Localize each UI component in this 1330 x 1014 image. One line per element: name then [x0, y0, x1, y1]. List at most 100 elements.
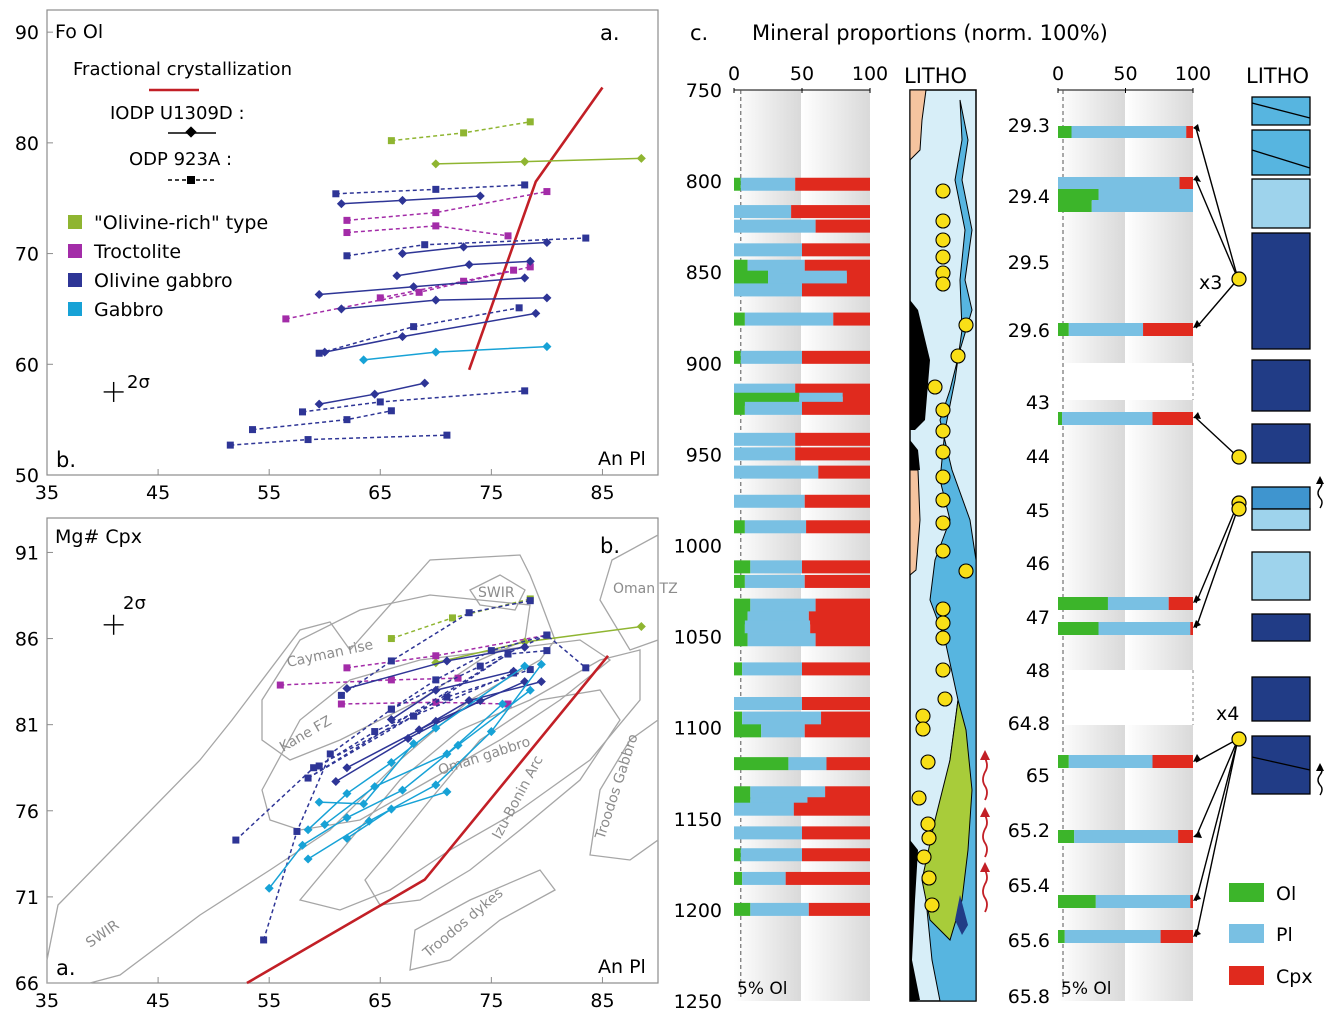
mg-fractional-crystallization-line [246, 654, 610, 985]
mg-square-marker [293, 827, 301, 835]
c-right-bar-pl [1058, 177, 1180, 189]
mg-square-marker [232, 836, 240, 844]
litho-grain-marker [935, 232, 951, 248]
mg-square-marker [387, 676, 395, 684]
legend-odp-square-marker [187, 176, 195, 184]
mg-square-marker [432, 652, 440, 660]
c-left-bar-pl [734, 447, 796, 461]
c-left-bar-pl [734, 243, 802, 257]
fo-square-marker [249, 426, 257, 434]
c-left-bar-ol [734, 724, 762, 738]
fo-y-tick-label: 50 [15, 465, 39, 487]
c-left-bar-pl [788, 757, 827, 771]
c-right-bar-ol [1058, 755, 1069, 768]
mg-x-tick-label: 65 [368, 990, 392, 1012]
c-left-bar-pl [734, 432, 796, 446]
mg-square-marker [432, 676, 440, 684]
mg-square-marker [276, 681, 284, 689]
litho-grain-marker [935, 183, 951, 199]
fo-series-line [335, 184, 525, 195]
c-right-bar-pl [1098, 622, 1191, 635]
c-left-bar-pl [744, 620, 811, 634]
mg-diamond-marker [520, 661, 530, 671]
mg-square-marker [582, 664, 590, 672]
fo-diamond-marker [542, 342, 552, 352]
c-right-y-tick-label: 65.4 [1008, 875, 1050, 897]
c-left-y-tick-label: 800 [686, 171, 722, 193]
fo-diamond-marker [392, 271, 402, 281]
fo-square-marker [526, 118, 534, 126]
mg-diamond-marker [442, 656, 452, 666]
c-left-bar-ol [734, 560, 751, 574]
c-right-bar-pl [1091, 200, 1193, 212]
mg-diamond-marker [409, 739, 419, 749]
c-left-bar-cpx [806, 520, 870, 534]
mg-series-line [340, 599, 531, 697]
field-swir-small [469, 574, 526, 611]
c-right-gap-1 [1058, 363, 1193, 400]
litho-grain-marker [935, 249, 951, 265]
litho-left-label: LITHO [904, 64, 967, 88]
mg-ylabel: Mg# Cpx [55, 526, 142, 548]
mg-square-marker [443, 693, 451, 701]
fo-x-tick-label: 65 [368, 482, 392, 504]
fo-series-line [230, 434, 447, 446]
c-left-bar-ol [734, 177, 741, 191]
fo-panel-letter: a. [600, 21, 620, 45]
mg-diamond-marker [359, 799, 369, 809]
c-right-bar-pl [1068, 323, 1144, 336]
field-oman-gabbro [298, 649, 641, 911]
field-label-swir-small: SWIR [478, 585, 515, 601]
c-left-bar-cpx [810, 620, 870, 634]
fo-series-line [252, 410, 392, 431]
mg-square-marker [526, 666, 534, 674]
fo-ylabel: Fo Ol [55, 21, 103, 43]
mg-square-marker [504, 700, 512, 708]
fo-plot-axes: 35 45 55 65 75 85 50 60 70 80 90 [15, 22, 615, 504]
fo-series-line [341, 195, 481, 205]
mineral-legend: Ol Pl Cpx [1229, 883, 1313, 988]
c-right-bars [1058, 126, 1193, 943]
litho-grain-marker [935, 402, 951, 418]
c-left-bar-ol [734, 574, 745, 588]
mg-x-tick-label: 85 [590, 990, 614, 1012]
litho-grain-marker [937, 691, 953, 707]
mg-y-tick-label: 71 [15, 887, 39, 909]
mg-x-tick-label: 45 [146, 990, 170, 1012]
legend-type-label: Gabbro [94, 299, 164, 321]
red-arrow-1 [982, 757, 988, 801]
c-right-bar-ol [1058, 200, 1092, 212]
red-arrowhead-2 [980, 807, 990, 817]
fo-square-marker [410, 323, 418, 331]
fo-x-tick-label: 85 [590, 482, 614, 504]
legend-rock-types: "Olivine-rich" type Troctolite Olivine gab… [68, 212, 268, 321]
c-left-bar-cpx [846, 270, 870, 284]
litho-r-block-11 [1251, 676, 1311, 722]
c-left-bar-cpx [808, 902, 870, 916]
c-left-bar-pl [744, 520, 807, 534]
c-right-bar-cpx [1160, 930, 1193, 943]
legend-type-label: "Olivine-rich" type [94, 212, 268, 234]
mg-square-marker [410, 712, 418, 720]
c-left-bar-ol [734, 598, 751, 612]
litho-grain-marker [958, 317, 974, 333]
c-right-bar-cpx [1190, 895, 1193, 908]
fo-square-marker [343, 216, 351, 224]
fo-series-line [346, 225, 509, 237]
c-right-x-tick-label: 100 [1175, 63, 1211, 85]
fo-diamond-marker [314, 399, 324, 409]
c-left-bar-pl [734, 465, 819, 479]
c-right-y-tick-label: 65.6 [1008, 930, 1050, 952]
c-left-bar-cpx [795, 177, 870, 191]
fo-square-marker [443, 431, 451, 439]
fo-diamond-marker [636, 153, 646, 163]
c-right-bar-ol [1058, 126, 1072, 138]
c-title: Mineral proportions (norm. 100%) [752, 21, 1108, 45]
c-right-y-tick-label: 65.2 [1008, 820, 1050, 842]
fo-diamond-marker [464, 260, 474, 270]
c-right-sample-markers [1231, 271, 1247, 747]
mg-y-tick-label: 66 [15, 973, 39, 995]
litho-grain-marker [915, 721, 931, 737]
c-left-bar-pl [750, 902, 809, 916]
c-left-bar-pl [734, 205, 792, 219]
